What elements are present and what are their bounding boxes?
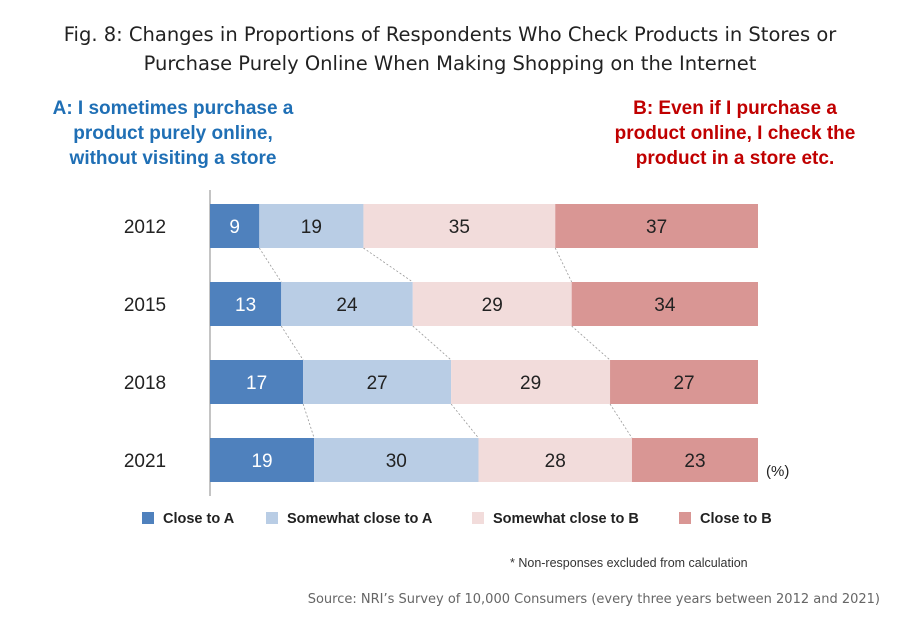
legend-label: Somewhat close to A [287,511,433,527]
side-a-label: A: I sometimes purchase a product purely… [18,96,328,171]
data-label: 17 [246,373,267,394]
bar-segment [451,360,611,404]
connector-line [554,247,573,283]
data-label: 28 [545,451,566,472]
data-label: 27 [673,373,694,394]
year-label: 2012 [124,217,166,238]
bar-segment [210,282,282,326]
side-a-label-line-2: product purely online, [73,123,273,144]
data-label: 35 [449,217,470,238]
bar-segment [610,360,758,404]
connector-line [450,403,479,439]
bar-segment [631,438,758,482]
bar-segment [314,438,479,482]
side-b-label-line-2: product online, I check the [614,123,856,144]
data-label: 30 [386,451,407,472]
data-label: 13 [235,295,256,316]
year-label: 2018 [124,373,166,394]
data-label: 37 [646,217,667,238]
footnote: * Non-responses excluded from calculatio… [510,556,748,570]
source-note: Source: NRI’s Survey of 10,000 Consumers… [307,592,880,607]
data-label: 19 [301,217,322,238]
connector-line [258,247,282,283]
legend-swatch [266,512,278,524]
legend-label: Close to B [700,511,772,527]
bar-segment [478,438,632,482]
side-b-label-line-1: B: Even if I purchase a [633,98,837,119]
bar-segment [281,282,413,326]
chart-title-line-1: Fig. 8: Changes in Proportions of Respon… [63,23,837,46]
bar-segment [555,204,758,248]
legend-swatch [472,512,484,524]
legend-swatch [142,512,154,524]
side-a-label-line-1: A: I sometimes purchase a [52,98,294,119]
side-b-label-line-3: product in a store etc. [635,148,835,169]
connector-line [609,403,633,439]
legend-swatch [679,512,691,524]
bar-segment [571,282,758,326]
side-b-label: B: Even if I purchase a product online, … [580,96,890,171]
side-a-label-line-3: without visiting a store [69,148,277,169]
unit-label: (%) [766,463,789,480]
connector-line [363,247,413,283]
year-label: 2015 [124,295,166,316]
bar-segment [412,282,572,326]
bar-segment [210,438,315,482]
legend-label: Somewhat close to B [493,511,639,527]
bar-segment [303,360,452,404]
bar-segment [259,204,364,248]
data-label: 34 [654,295,676,316]
chart-title-line-2: Purchase Purely Online When Making Shopp… [143,52,757,75]
data-label: 23 [684,451,705,472]
data-label: 29 [520,373,541,394]
chart-title: Fig. 8: Changes in Proportions of Respon… [0,20,900,78]
data-label: 19 [251,451,272,472]
legend-label: Close to A [163,511,235,527]
connector-line [571,325,611,361]
bar-segment [363,204,556,248]
connector-line [412,325,452,361]
data-label: 9 [229,217,240,238]
bar-segment [210,360,304,404]
data-label: 27 [367,373,388,394]
data-label: 24 [336,295,358,316]
data-label: 29 [482,295,503,316]
connector-line [302,403,315,439]
bar-segment [210,204,260,248]
connector-line [280,325,304,361]
year-label: 2021 [124,451,166,472]
